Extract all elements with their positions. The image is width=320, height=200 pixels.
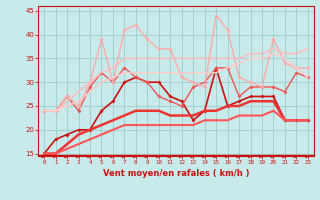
X-axis label: Vent moyen/en rafales ( km/h ): Vent moyen/en rafales ( km/h ) (103, 169, 249, 178)
